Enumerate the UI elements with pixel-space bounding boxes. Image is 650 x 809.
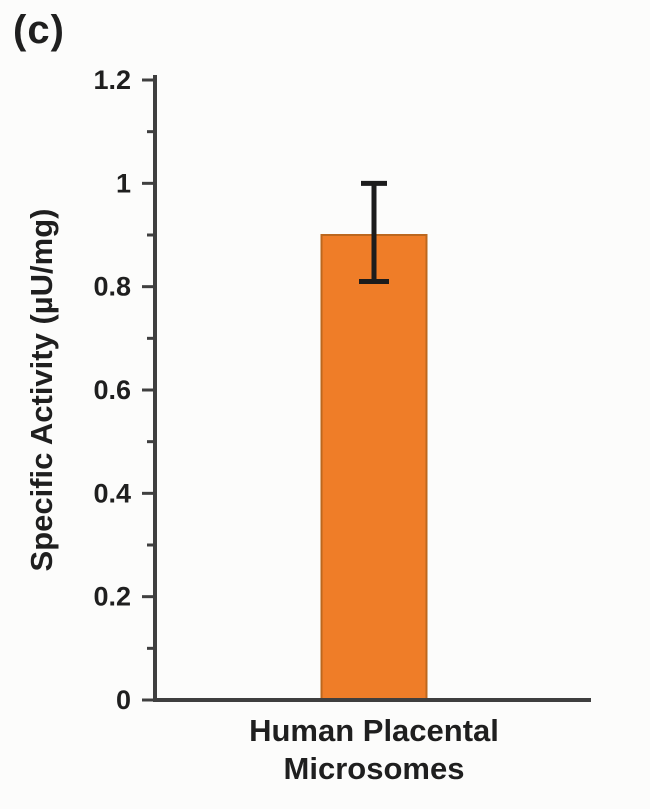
y-tick-label: 1: [116, 168, 131, 198]
y-tick-label: 0: [116, 685, 131, 715]
panel-label: (c): [13, 8, 65, 52]
bar-human-placental-microsomes: [320, 234, 428, 701]
x-category-label: Human Placental Microsomes: [249, 712, 499, 788]
x-category-line2: Microsomes: [283, 751, 465, 786]
error-bar: [359, 180, 389, 284]
x-category-line1: Human Placental: [249, 713, 499, 748]
y-tick-label: 0.8: [93, 272, 131, 302]
y-tick-label: 0.4: [93, 478, 131, 508]
y-tick-label: 0.6: [93, 375, 131, 405]
y-tick-label: 1.2: [93, 65, 131, 95]
y-tick-label: 0.2: [93, 582, 131, 612]
